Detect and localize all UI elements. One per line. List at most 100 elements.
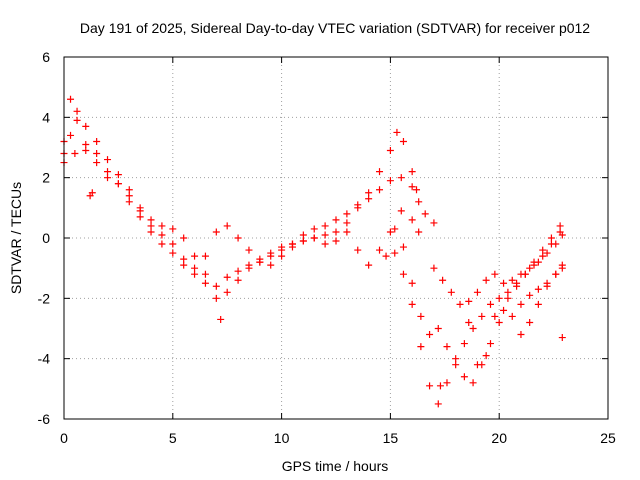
data-point [343, 210, 351, 218]
data-point [547, 234, 555, 242]
data-point [386, 147, 394, 155]
data-point [391, 225, 399, 233]
data-point [434, 400, 442, 408]
data-point [191, 252, 199, 260]
y-axis-label: SDTVAR / TECUs [8, 182, 24, 294]
axis-ticks: 0 5 10 15 20 25 -6 -4 -2 0 2 4 6 [38, 49, 616, 446]
data-point [332, 237, 340, 245]
data-point [508, 276, 516, 284]
data-point [343, 219, 351, 227]
data-point [217, 315, 225, 323]
data-point [310, 234, 318, 242]
y-tick-label: 0 [42, 230, 50, 246]
data-point [426, 331, 434, 339]
data-point [299, 237, 307, 245]
data-point [71, 150, 79, 158]
data-point [386, 228, 394, 236]
data-point [426, 382, 434, 390]
data-point [526, 318, 534, 326]
data-point [310, 225, 318, 233]
data-point [391, 249, 399, 257]
data-markers [60, 95, 566, 408]
data-point [147, 228, 155, 236]
data-point [413, 186, 421, 194]
data-point [278, 243, 286, 251]
data-point [93, 137, 101, 145]
data-point [376, 168, 384, 176]
x-tick-label: 10 [274, 430, 290, 446]
data-point [399, 270, 407, 278]
x-tick-label: 0 [60, 430, 68, 446]
data-point [104, 168, 112, 176]
data-point [88, 189, 96, 197]
data-point [321, 222, 329, 230]
data-point [486, 340, 494, 348]
series-track-3 [60, 147, 423, 272]
data-point [443, 379, 451, 387]
data-point [136, 207, 144, 215]
data-point [382, 252, 390, 260]
data-point [482, 276, 490, 284]
data-point [465, 297, 473, 305]
data-point [534, 258, 542, 266]
data-point [180, 234, 188, 242]
data-point [430, 264, 438, 272]
data-point [114, 171, 122, 179]
data-point [223, 288, 231, 296]
data-point [543, 249, 551, 257]
data-point [495, 294, 503, 302]
data-point [491, 270, 499, 278]
data-point [399, 243, 407, 251]
y-tick-label: 2 [42, 170, 50, 186]
data-point [125, 192, 133, 200]
data-point [73, 116, 81, 124]
data-point [354, 201, 362, 209]
data-point [500, 279, 508, 287]
data-point [82, 140, 90, 148]
data-point [526, 264, 534, 272]
data-point [486, 300, 494, 308]
data-point [397, 207, 405, 215]
data-point [460, 340, 468, 348]
data-point [201, 270, 209, 278]
data-point [180, 261, 188, 269]
data-point [517, 270, 525, 278]
data-point [417, 343, 425, 351]
data-point [158, 222, 166, 230]
data-point [332, 216, 340, 224]
data-point [495, 318, 503, 326]
data-point [478, 312, 486, 320]
x-axis-label: GPS time / hours [282, 458, 389, 474]
series-track-1 [60, 95, 421, 302]
data-point [158, 240, 166, 248]
data-point [539, 246, 547, 254]
data-point [191, 264, 199, 272]
data-point [447, 288, 455, 296]
data-point [332, 228, 340, 236]
data-point [191, 270, 199, 278]
data-point [169, 225, 177, 233]
data-point [365, 189, 373, 197]
data-point [267, 261, 275, 269]
series-track-5 [391, 228, 564, 408]
data-point [558, 334, 566, 342]
data-point [421, 210, 429, 218]
data-point [415, 228, 423, 236]
data-point [321, 231, 329, 239]
data-point [452, 355, 460, 363]
data-point [201, 252, 209, 260]
data-point [376, 186, 384, 194]
data-point [278, 252, 286, 260]
data-point [223, 273, 231, 281]
data-point [67, 131, 75, 139]
data-point [469, 379, 477, 387]
series-outliers [86, 189, 566, 390]
data-point [415, 198, 423, 206]
data-point [169, 249, 177, 257]
data-point [539, 252, 547, 260]
data-point [408, 300, 416, 308]
data-point [393, 128, 401, 136]
data-point [125, 186, 133, 194]
data-point [114, 180, 122, 188]
